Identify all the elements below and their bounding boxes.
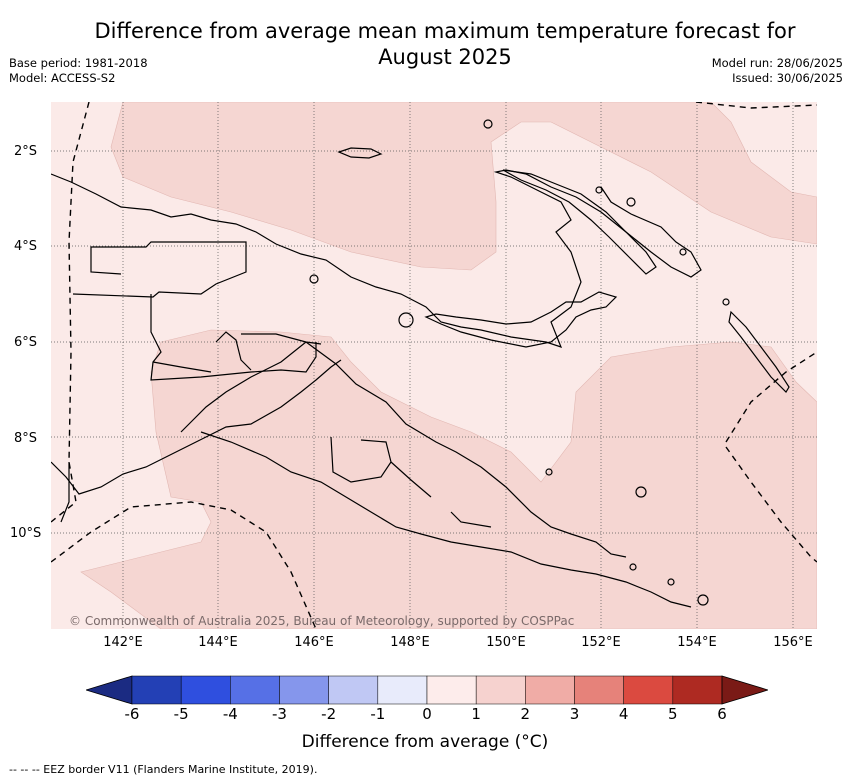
- colorbar-tick-label: -3: [272, 705, 287, 723]
- graticule: [51, 102, 817, 629]
- lon-label-142e: 142°E: [103, 635, 143, 650]
- lat-label-8s: 8°S: [14, 431, 38, 446]
- lat-label-10s: 10°S: [10, 526, 42, 541]
- colorbar-tick-label: 6: [717, 705, 727, 723]
- lon-label-144e: 144°E: [198, 635, 238, 650]
- colorbar: [86, 675, 768, 705]
- colorbar-segment: [279, 675, 329, 705]
- colorbar-segment: [525, 675, 575, 705]
- forecast-map: [51, 102, 817, 629]
- colorbar-tick-label: 2: [520, 705, 531, 723]
- colorbar-segment: [377, 675, 428, 705]
- lon-label-154e: 154°E: [677, 635, 717, 650]
- lon-label-152e: 152°E: [581, 635, 621, 650]
- colorbar-segment: [426, 675, 477, 705]
- eez-borders: [51, 102, 817, 629]
- lat-label-2s: 2°S: [14, 144, 38, 159]
- colorbar-tick-label: 4: [618, 705, 629, 723]
- colorbar-tick-label: -5: [173, 705, 189, 723]
- colorbar-tick-label: 5: [668, 705, 678, 723]
- base-period: Base period: 1981-2018: [9, 56, 148, 70]
- colorbar-tick-label: -6: [124, 705, 140, 723]
- colorbar-tick-label: -2: [321, 705, 337, 723]
- lon-label-148e: 148°E: [390, 635, 430, 650]
- colorbar-tick-label: 0: [422, 705, 432, 723]
- lon-label-146e: 146°E: [294, 635, 334, 650]
- coastlines: [51, 119, 790, 608]
- colorbar-segment: [475, 675, 526, 705]
- model-run: Model run: 28/06/2025: [711, 56, 843, 70]
- colorbar-segment: [131, 675, 182, 705]
- meta-left: Base period: 1981-2018 Model: ACCESS-S2: [9, 56, 148, 86]
- map-credit: © Commonwealth of Australia 2025, Bureau…: [69, 614, 575, 628]
- eez-legend: -- -- -- EEZ border V11 (Flanders Marine…: [9, 763, 318, 776]
- colorbar-segment: [623, 675, 674, 705]
- meta-right: Model run: 28/06/2025 Issued: 30/06/2025: [712, 56, 843, 86]
- colorbar-tick-label: -1: [370, 705, 386, 723]
- chart-title: Difference from average mean maximum tem…: [70, 18, 820, 70]
- colorbar-tick-label: -4: [222, 705, 238, 723]
- anomaly-region-north: [110, 102, 817, 271]
- anomaly-region-south: [80, 329, 817, 629]
- colorbar-segment: [180, 675, 231, 705]
- colorbar-extend-high: [721, 675, 768, 705]
- title-line-2: August 2025: [378, 45, 512, 69]
- colorbar-segment: [328, 675, 379, 705]
- title-line-1: Difference from average mean maximum tem…: [94, 19, 796, 43]
- colorbar-segment: [672, 675, 723, 705]
- model-name: Model: ACCESS-S2: [9, 71, 116, 85]
- lon-label-156e: 156°E: [773, 635, 813, 650]
- colorbar-segment: [230, 675, 280, 705]
- colorbar-title: Difference from average (°C): [301, 732, 549, 752]
- lon-label-150e: 150°E: [486, 635, 526, 650]
- colorbar-segment: [574, 675, 624, 705]
- lat-label-4s: 4°S: [14, 239, 38, 254]
- colorbar-tick-label: 1: [471, 705, 481, 723]
- colorbar-extend-low: [86, 675, 133, 705]
- colorbar-tick-label: 3: [569, 705, 580, 723]
- lat-label-6s: 6°S: [14, 335, 38, 350]
- issued-date: Issued: 30/06/2025: [732, 71, 843, 85]
